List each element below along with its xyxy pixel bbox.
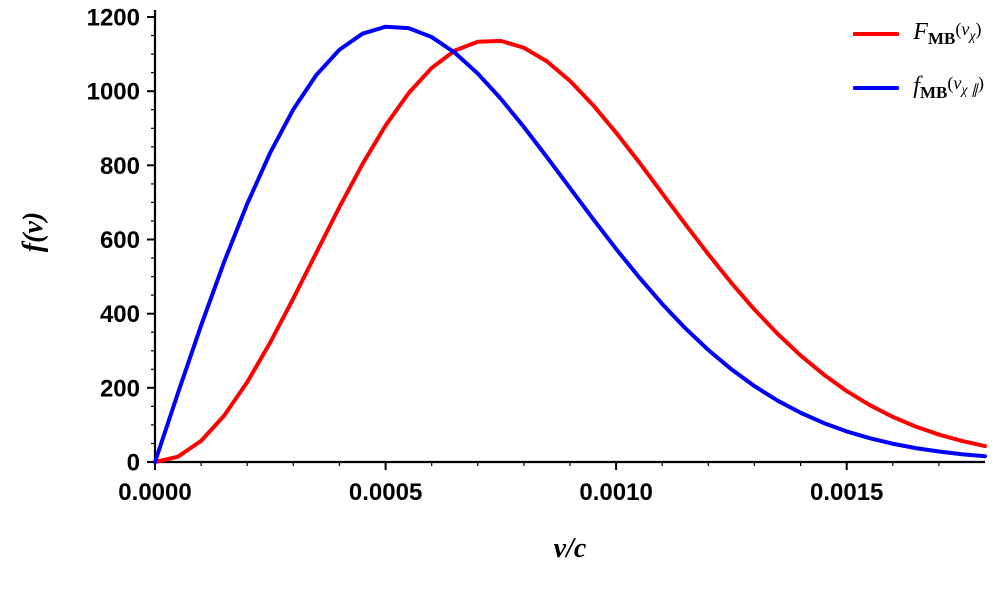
- x-axis-label: v/c: [553, 533, 587, 564]
- y-tick-label: 0: [127, 450, 140, 477]
- y-tick-label: 1000: [87, 79, 140, 106]
- legend: FMB(vχ) fMB(vχ ∥): [853, 20, 984, 101]
- series-curve-1: [153, 24, 987, 464]
- x-tick-label: 0.0000: [118, 479, 191, 506]
- x-tick-label: 0.0005: [349, 479, 422, 506]
- y-tick-label: 200: [100, 375, 140, 402]
- legend-open-paren: (: [947, 73, 954, 93]
- legend-fname: f: [913, 73, 920, 99]
- legend-label-red: FMB(vχ): [913, 20, 981, 47]
- x-tick-label: 0.0010: [579, 479, 652, 506]
- legend-fsub: MB: [927, 29, 956, 48]
- y-tick-label: 600: [100, 227, 140, 254]
- legend-fsub: MB: [919, 83, 948, 102]
- series-curve-0: [153, 38, 987, 464]
- legend-arg: v: [953, 73, 962, 93]
- y-tick-label: 800: [100, 153, 140, 180]
- legend-close-paren: ): [975, 19, 982, 39]
- y-tick-label: 400: [100, 301, 140, 328]
- legend-argsub: χ ∥: [961, 83, 978, 98]
- legend-item-blue-curve: fMB(vχ ∥): [853, 74, 984, 101]
- legend-argsub: χ: [969, 29, 976, 44]
- y-tick-label: 1200: [87, 5, 140, 32]
- legend-arg: v: [961, 19, 970, 39]
- legend-line-sample-blue: [853, 85, 900, 90]
- legend-close-paren: ): [978, 73, 984, 93]
- legend-label-blue: fMB(vχ ∥): [913, 74, 984, 101]
- legend-open-paren: (: [955, 19, 962, 39]
- y-axis-label: f(v): [18, 211, 49, 253]
- legend-line-sample-red: [853, 31, 900, 36]
- legend-fname: F: [913, 19, 928, 45]
- x-tick-label: 0.0015: [810, 479, 883, 506]
- legend-item-red-curve: FMB(vχ): [853, 20, 984, 47]
